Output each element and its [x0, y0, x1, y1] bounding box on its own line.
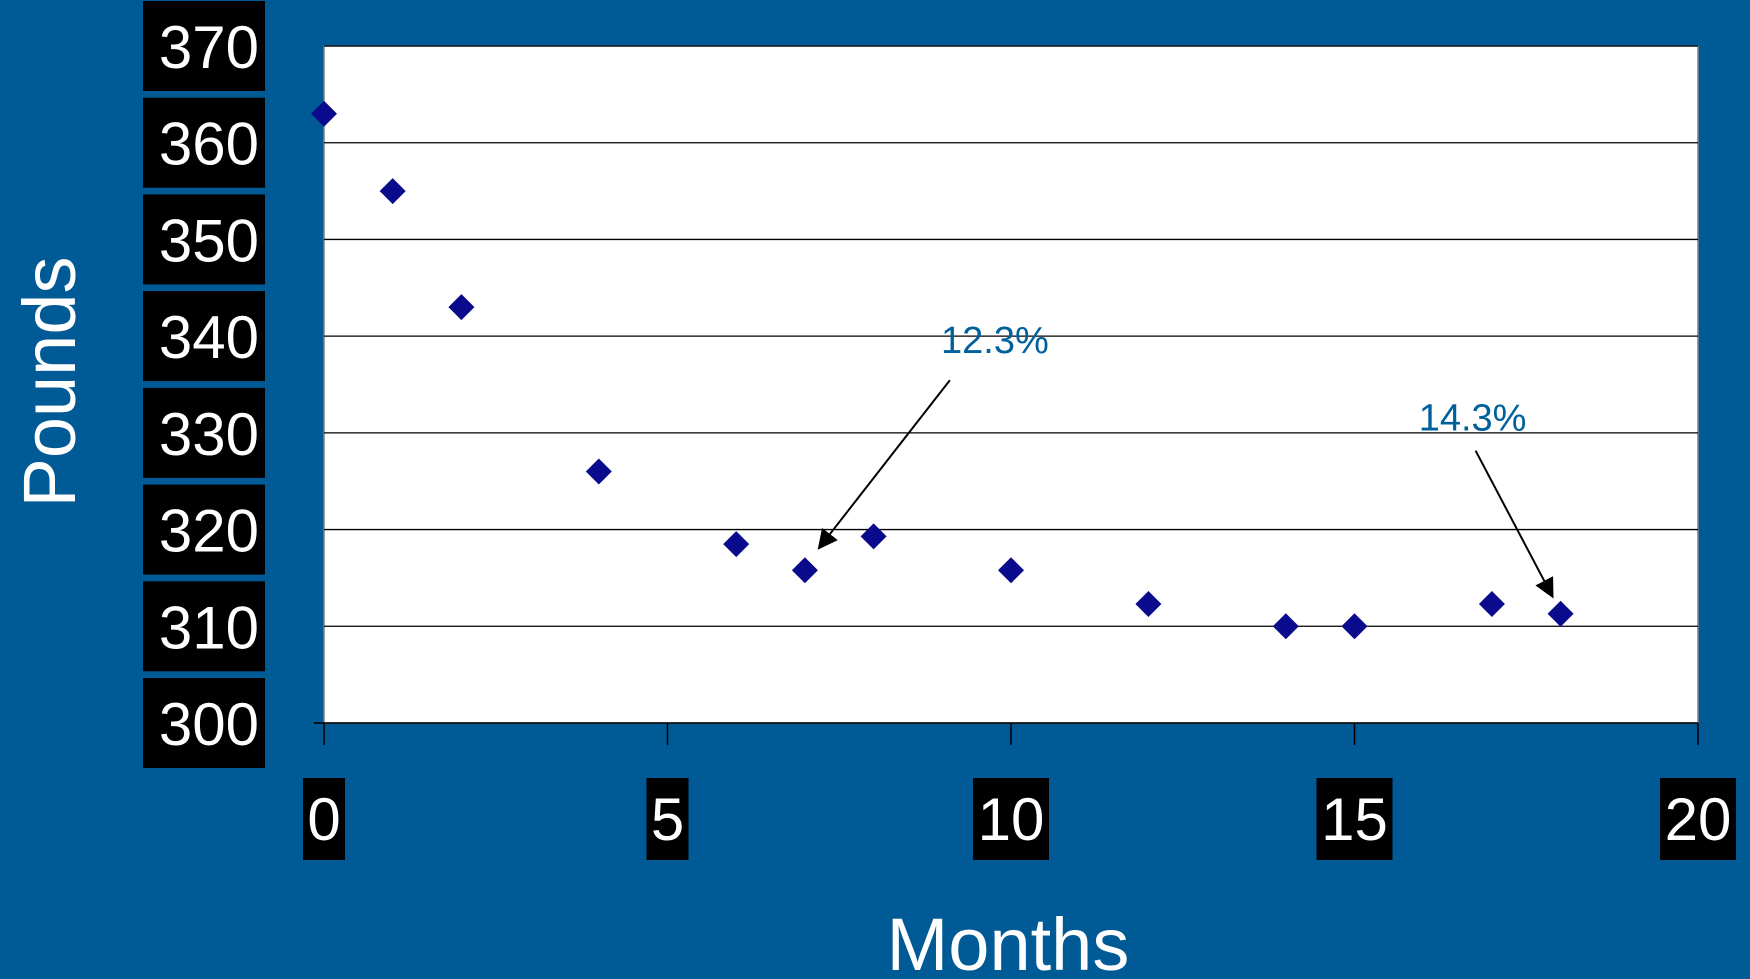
- data-point: [585, 458, 612, 485]
- data-point: [1272, 613, 1299, 640]
- y-tick-label: 370: [143, 1, 265, 91]
- annotation-label: 14.3%: [1419, 398, 1527, 440]
- svg-text:20: 20: [1665, 786, 1732, 853]
- data-point: [791, 557, 818, 584]
- x-axis: [314, 722, 1699, 745]
- svg-text:0: 0: [307, 786, 340, 853]
- x-tick-labels: 0 5 10 15 20: [303, 778, 1736, 860]
- svg-text:340: 340: [159, 304, 259, 371]
- x-axis-title: Months: [887, 903, 1130, 979]
- y-tick-label: 340: [143, 291, 265, 382]
- y-tick-label: 350: [143, 194, 265, 285]
- data-point: [998, 557, 1024, 584]
- y-tick-label: 310: [143, 581, 265, 672]
- annotation-label: 12.3%: [941, 320, 1049, 362]
- data-point: [311, 100, 337, 127]
- annotations: 12.3% 14.3%: [817, 320, 1554, 599]
- svg-text:10: 10: [978, 786, 1045, 853]
- data-point: [379, 178, 406, 205]
- svg-text:370: 370: [159, 14, 259, 81]
- svg-text:310: 310: [159, 594, 259, 661]
- data-point: [1478, 591, 1505, 618]
- svg-text:15: 15: [1321, 786, 1388, 853]
- x-tick-label: 5: [646, 778, 689, 860]
- svg-text:360: 360: [159, 111, 259, 178]
- x-tick-label: 20: [1660, 778, 1736, 860]
- annotation-arrow: [817, 379, 951, 550]
- y-tick-label: 320: [143, 484, 265, 575]
- annotation: 14.3%: [1419, 398, 1554, 599]
- data-point: [448, 294, 475, 321]
- data-point: [860, 523, 887, 550]
- annotation-arrow: [1474, 450, 1554, 599]
- svg-text:350: 350: [159, 207, 259, 274]
- y-tick-label: 330: [143, 387, 265, 478]
- data-point: [1547, 600, 1574, 627]
- annotation: 12.3%: [817, 320, 1049, 550]
- plot-area: [323, 45, 1699, 724]
- data-point: [1135, 591, 1162, 618]
- y-tick-label: 300: [143, 678, 265, 768]
- x-tick-label: 0: [303, 778, 345, 860]
- svg-text:330: 330: [159, 401, 259, 468]
- data-points: [311, 100, 1574, 640]
- svg-text:5: 5: [651, 786, 684, 853]
- y-axis-title: Pounds: [8, 257, 91, 508]
- svg-text:300: 300: [159, 691, 259, 758]
- x-tick-label: 15: [1316, 778, 1393, 860]
- x-tick-label: 10: [973, 778, 1049, 860]
- y-tick-label: 360: [143, 97, 265, 188]
- y-tick-labels: 300 310 320 330 340 350 360 370: [143, 1, 265, 768]
- svg-text:320: 320: [159, 498, 259, 565]
- data-point: [723, 531, 750, 558]
- data-point: [1341, 613, 1368, 640]
- gridlines: [324, 45, 1698, 627]
